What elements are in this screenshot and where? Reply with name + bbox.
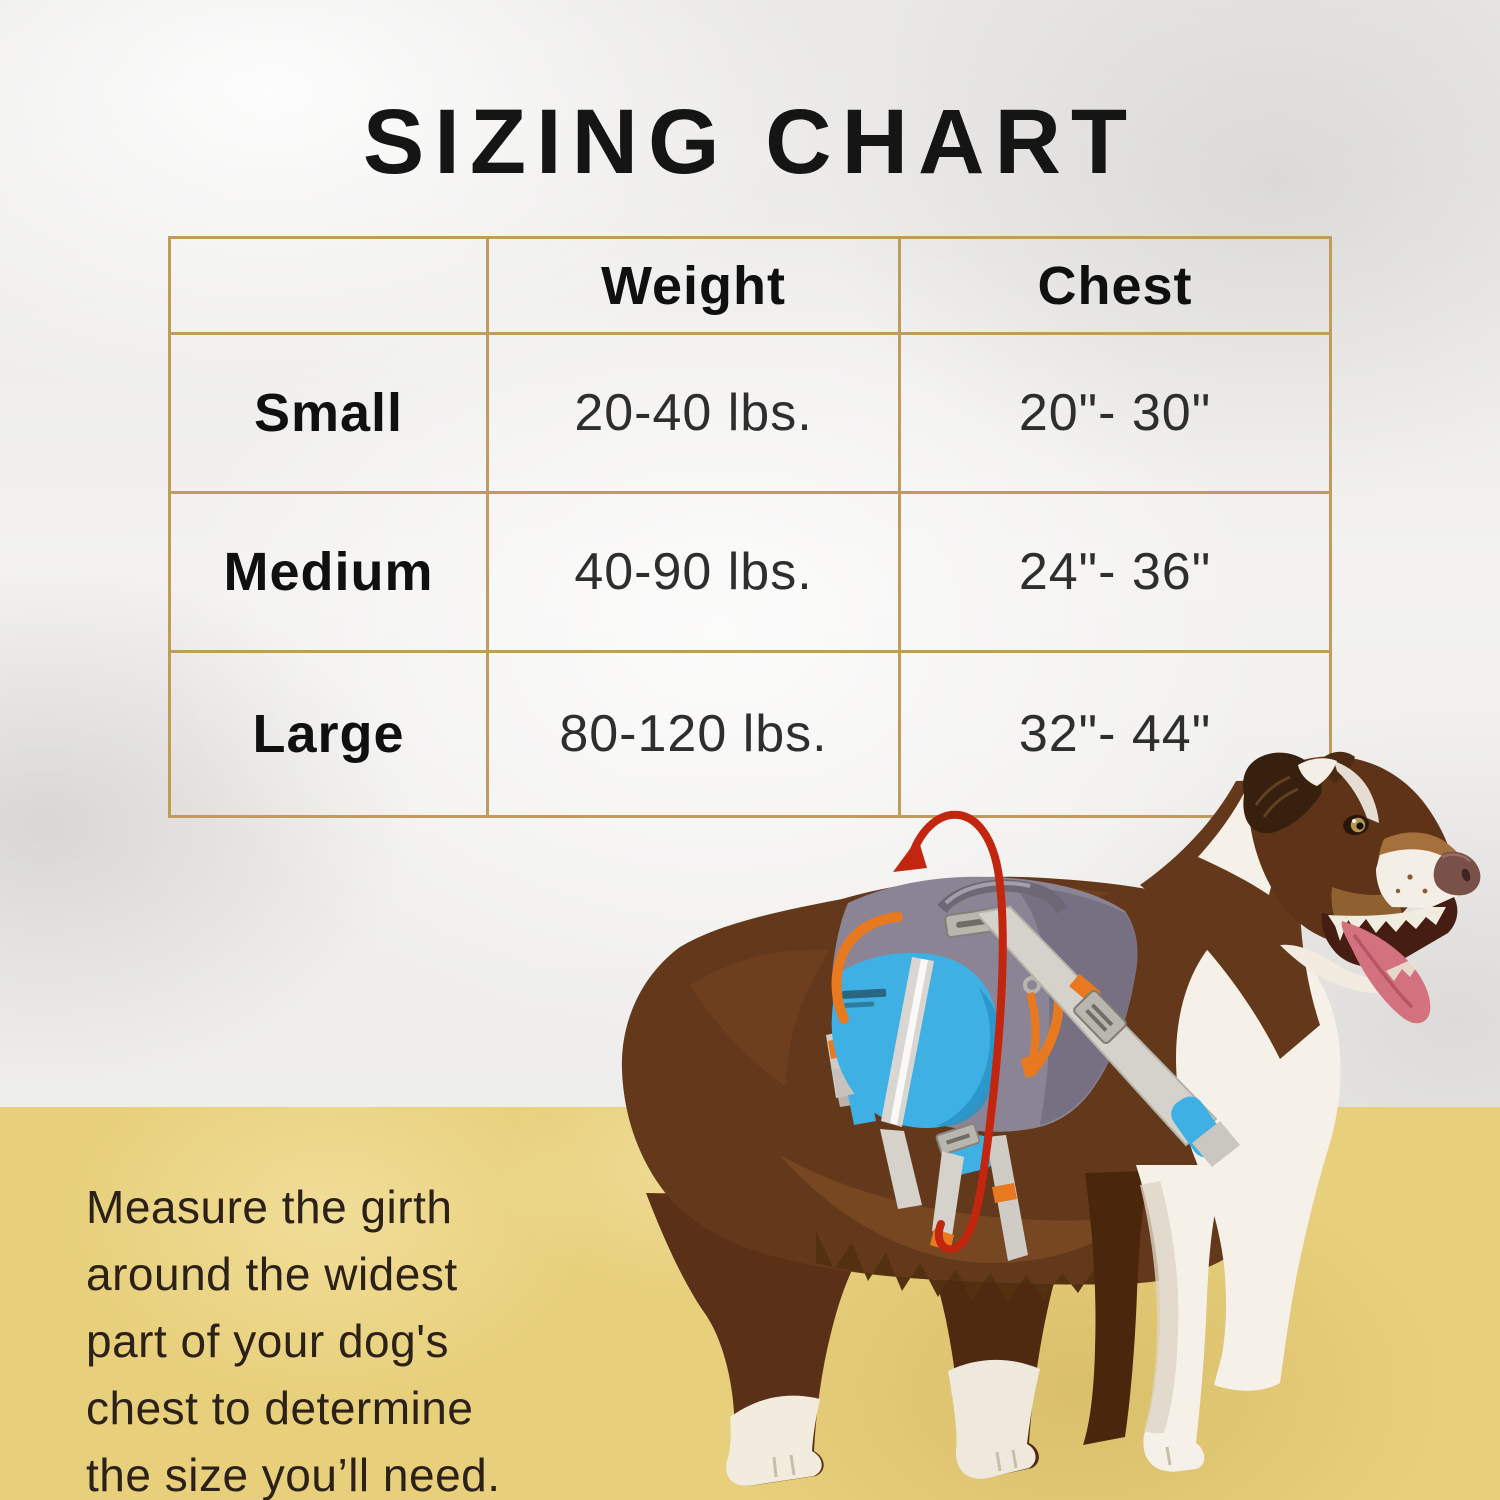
dog-photo: [621, 751, 1481, 1486]
dog-backpack: [826, 876, 1240, 1261]
row-small-label: Small: [171, 335, 489, 494]
row-medium-label: Medium: [171, 494, 489, 653]
measure-note-line: chest to determine: [86, 1382, 474, 1434]
page-title: SIZING CHART: [362, 90, 1138, 193]
measure-note-line: around the widest: [86, 1248, 458, 1300]
row-large-label: Large: [171, 653, 489, 815]
row-small-chest: 20"- 30": [901, 335, 1329, 494]
table-header-weight: Weight: [489, 239, 901, 335]
measure-note-line: Measure the girth: [86, 1181, 453, 1233]
measure-note: Measure the girth around the widest part…: [86, 1174, 626, 1500]
dog-body: [621, 876, 1341, 1486]
table-header-chest: Chest: [901, 239, 1329, 335]
table-header-size: [171, 239, 489, 335]
row-medium-weight: 40-90 lbs.: [489, 494, 901, 653]
row-medium-chest: 24"- 36": [901, 494, 1329, 653]
measure-note-line: the size you’ll need.: [86, 1449, 501, 1500]
measure-arrow-icon: [893, 810, 1007, 1254]
sizing-table: Weight Chest Small 20-40 lbs. 20"- 30" M…: [168, 236, 1332, 818]
row-large-chest: 32"- 44": [1018, 705, 1212, 763]
dog-head: [1140, 751, 1481, 1059]
measure-note-line: part of your dog's: [86, 1315, 449, 1367]
row-small-weight: 20-40 lbs.: [489, 335, 901, 494]
row-large-weight: 80-120 lbs.: [489, 653, 901, 815]
